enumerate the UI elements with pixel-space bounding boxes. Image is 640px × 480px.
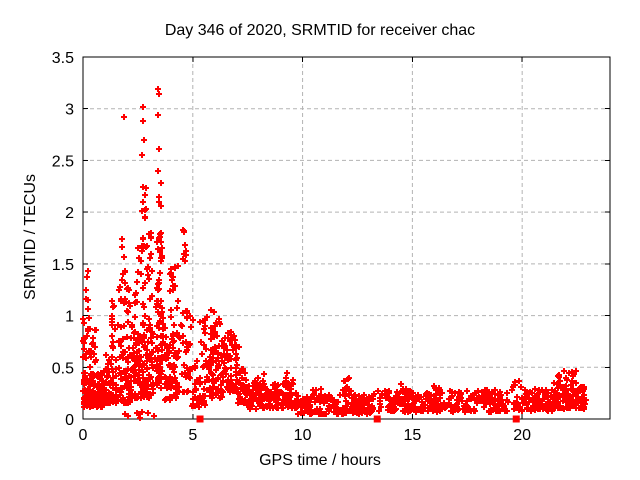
y-tick-label: 2 — [65, 205, 74, 222]
y-tick-label: 2.5 — [52, 153, 74, 170]
y-tick-label: 0 — [65, 412, 74, 429]
y-tick-label: 1 — [65, 309, 74, 326]
gap-marker-series — [196, 415, 520, 423]
plot-border — [82, 56, 611, 420]
x-tick-label: 20 — [513, 427, 531, 444]
gap-marker-square — [373, 415, 381, 423]
x-tick-label: 15 — [403, 427, 421, 444]
scatter-series — [80, 86, 589, 421]
y-tick-label: 1.5 — [52, 257, 74, 274]
y-tick-labels: 0 0.5 1 1.5 2 2.5 3 3.5 — [52, 50, 74, 429]
gap-marker-square — [512, 415, 520, 423]
y-tick-label: 0.5 — [52, 360, 74, 377]
chart-title: Day 346 of 2020, SRMTID for receiver cha… — [164, 22, 476, 39]
x-tick-label: 10 — [294, 427, 312, 444]
x-tick-labels: 0 5 10 15 20 — [79, 427, 532, 444]
x-tick-label: 0 — [79, 427, 88, 444]
x-tick-label: 5 — [188, 427, 197, 444]
y-tick-label: 3.5 — [52, 50, 74, 67]
data-points-plus — [80, 86, 589, 421]
y-tick-label: 3 — [65, 102, 74, 119]
x-axis-label: GPS time / hours — [259, 452, 381, 469]
gap-marker-square — [196, 415, 204, 423]
